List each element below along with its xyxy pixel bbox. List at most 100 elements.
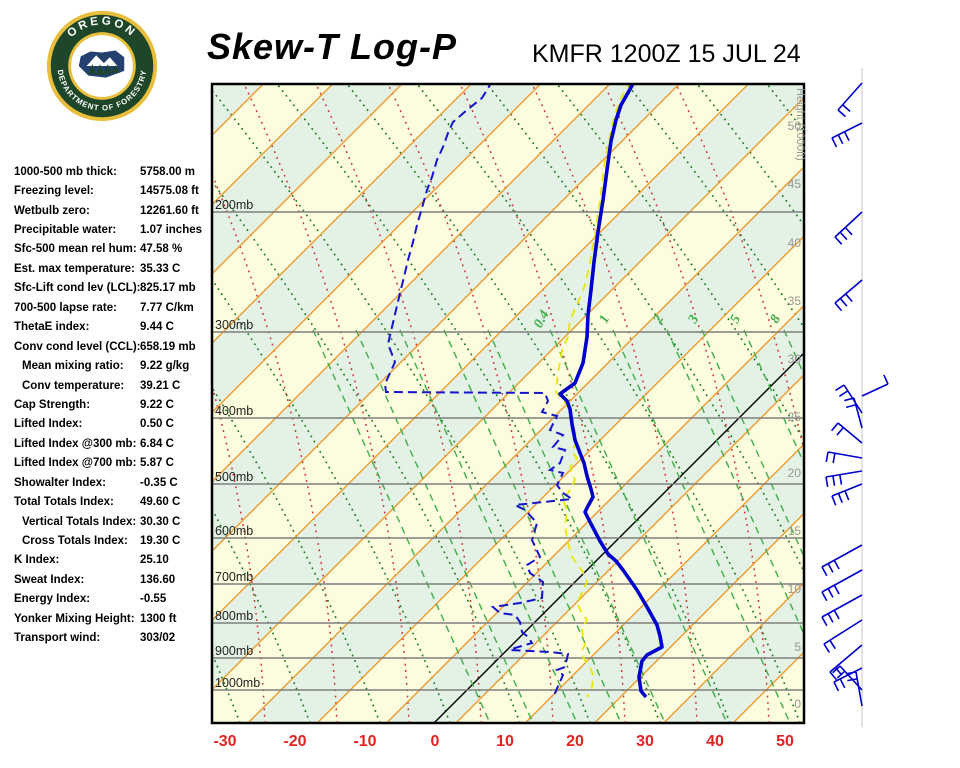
temperature-trace [558,84,664,699]
isotherm-line [212,84,472,345]
moist-adiabat-line [212,382,266,723]
height-axis-title: Height (1000ft) [794,88,806,161]
isotherm-line [212,84,611,483]
logo-trees [88,64,120,75]
zero-isotherm-line [433,352,804,723]
height-label: 40 [788,236,802,250]
index-value: 136.60 [140,573,176,586]
index-row: Transport wind: 303/02 [14,629,219,648]
plot-border [210,82,806,725]
height-label: 0 [794,697,801,711]
index-label: 700-500 lapse rate: [14,301,117,314]
dewpoint-trace [383,84,575,698]
isotherm-line [663,581,804,723]
index-value: 6.84 C [140,437,174,450]
index-label: Showalter Index: [14,476,107,489]
wind-barb [831,483,863,506]
temp-axis-label: 10 [496,733,514,750]
wind-barb [821,544,863,577]
background-grid [212,84,960,723]
index-row: Yonker Mixing Height: 1300 ft [14,609,219,628]
index-row: K Index: 25.10 [14,551,219,570]
isotherm-line [212,84,334,206]
index-value: 9.22 C [140,398,174,411]
index-row: Wetbulb zero: 12261.60 ft [14,201,219,220]
wind-barb [846,671,863,707]
index-label: Transport wind: [14,632,101,645]
index-label: Est. max temperature: [14,262,135,275]
index-row: Lifted Index @300 mb: 6.84 C [14,434,219,453]
isotherm-line [524,443,804,723]
wind-barb [831,122,863,148]
index-label: Wetbulb zero: [14,204,90,217]
mixing-ratio-line [850,330,960,723]
pressure-label: 600mb [215,524,253,538]
wind-barb [837,82,863,118]
index-label: K Index: [14,554,60,567]
index-value: 5758.00 m [140,165,195,178]
mixing-ratio-line [783,329,804,377]
temp-band [802,721,804,723]
pressure-label: 900mb [215,644,253,658]
index-row: 1000-500 mb thick: 5758.00 m [14,162,219,181]
index-value: 303/02 [140,632,176,645]
index-value: 9.44 C [140,321,174,334]
wind-barb [821,569,863,602]
isotherm-line [212,96,804,691]
temp-axis-label: -30 [213,733,236,750]
isotherm-line [212,84,403,275]
index-value: 25.10 [140,554,169,567]
wind-barb [825,470,863,487]
height-label: 15 [788,524,802,538]
index-label: Cap Strength: [14,398,91,411]
wind-barb [834,279,863,312]
moist-adiabat-line [243,84,410,723]
wind-barbs [821,68,889,727]
index-value: 825.17 mb [140,282,196,295]
index-value: 19.30 C [140,535,181,548]
isotherm-line [594,512,804,723]
isotherm-line [941,84,960,723]
temp-axis-label: 50 [776,733,794,750]
temp-axis-label: 0 [431,733,440,750]
pressure-label: 300mb [215,318,253,332]
index-label: Lifted Index: [14,418,83,431]
temp-axis-label: -10 [353,733,376,750]
index-value: 0.50 C [140,418,174,431]
index-value: 30.30 C [140,515,181,528]
isotherm-line [212,84,680,553]
index-value: 47.58 % [140,243,183,256]
isotherm-line [212,84,541,414]
index-value: 7.77 C/km [140,301,194,314]
index-value: 39.21 C [140,379,181,392]
height-label: 5 [794,640,801,654]
index-label: Lifted Index @700 mb: [14,457,137,470]
isotherm-line [386,304,804,723]
moist-adiabat-line [531,84,698,723]
pressure-label: 400mb [215,404,253,418]
pressure-label: 200mb [215,198,253,212]
index-row: Energy Index: -0.55 [14,590,219,609]
index-row: Cross Totals Index: 19.30 C [14,531,219,550]
index-value: 35.33 C [140,262,181,275]
temp-axis-label: 30 [636,733,654,750]
index-row: Cap Strength: 9.22 C [14,395,219,414]
height-label: 25 [788,410,802,424]
index-row: Vertical Totals Index: 30.30 C [14,512,219,531]
index-row: Lifted Index: 0.50 C [14,415,219,434]
isotherm-line [455,373,804,723]
moist-adiabat-line [459,84,626,723]
isotherm-line [872,84,960,723]
index-label: Precipitable water: [14,224,117,237]
index-row: Sweat Index: 136.60 [14,570,219,589]
index-row: Conv cond level (CCL): 658.19 mb [14,337,219,356]
isotherm-line [316,235,804,723]
height-label: 35 [788,294,802,308]
index-label: Mean mixing ratio: [22,360,124,373]
index-label: Conv cond level (CCL): [14,340,141,353]
index-row: Mean mixing ratio: 9.22 g/kg [14,356,219,375]
logo-mountain [86,55,118,66]
index-label: Sfc-500 mean rel hum: [14,243,137,256]
height-label: 50 [788,119,802,133]
